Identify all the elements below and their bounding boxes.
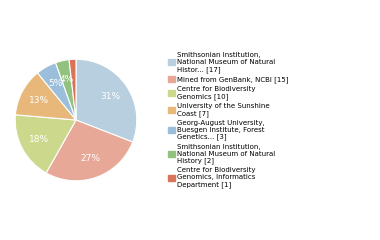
Wedge shape — [15, 115, 76, 173]
Text: 13%: 13% — [29, 96, 49, 105]
Wedge shape — [55, 60, 76, 120]
Wedge shape — [76, 59, 137, 142]
Wedge shape — [46, 120, 133, 181]
Text: 18%: 18% — [29, 135, 49, 144]
Text: 4%: 4% — [60, 75, 74, 84]
Text: 31%: 31% — [100, 92, 120, 101]
Legend: Smithsonian Institution,
National Museum of Natural
Histor... [17], Mined from G: Smithsonian Institution, National Museum… — [168, 51, 290, 189]
Wedge shape — [16, 73, 76, 120]
Wedge shape — [38, 63, 76, 120]
Wedge shape — [69, 59, 76, 120]
Text: 5%: 5% — [49, 79, 63, 89]
Text: 27%: 27% — [80, 154, 100, 163]
